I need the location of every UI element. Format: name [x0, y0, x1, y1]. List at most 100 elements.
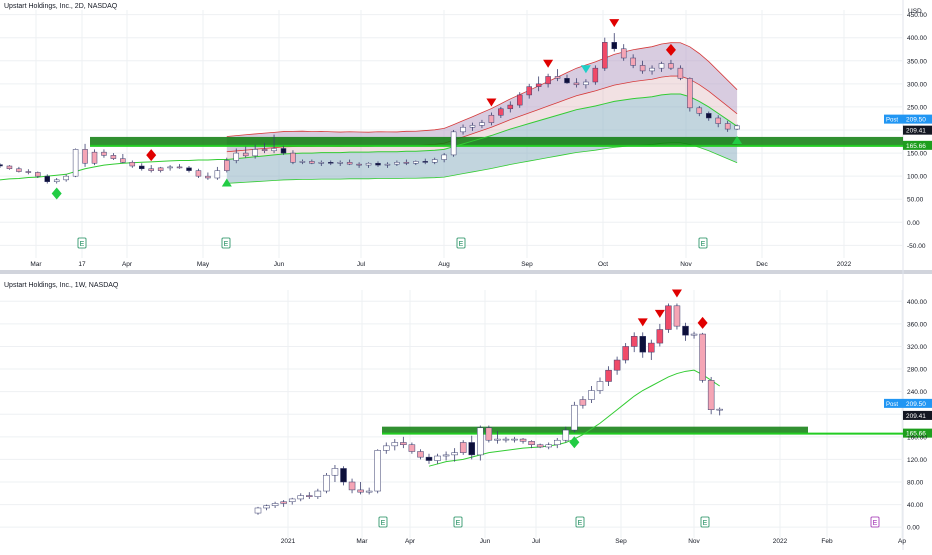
top-candle-body	[91, 151, 98, 164]
bottom-candle-body	[434, 455, 441, 461]
top-candle-body	[583, 81, 589, 86]
bottom-candle	[588, 386, 595, 403]
bottom-candle	[459, 440, 467, 455]
bottom-candle	[716, 407, 723, 416]
top-candle-body	[129, 162, 136, 167]
top-candle	[554, 69, 561, 82]
bottom-candle	[254, 506, 262, 515]
bottom-candle-body	[442, 454, 450, 457]
top-candle-body	[157, 167, 164, 171]
top-candle	[309, 159, 315, 165]
bottom-signal-marker	[569, 436, 580, 449]
top-candle	[734, 124, 740, 130]
bottom-candle-body	[699, 333, 706, 381]
bottom-x-tick-label: Sep	[615, 538, 627, 545]
bottom-candle	[468, 435, 475, 460]
top-y-tick-label: 450.00	[907, 12, 927, 19]
top-signal-marker	[221, 178, 232, 187]
top-candle-body	[63, 175, 69, 181]
bottom-candle-body	[494, 438, 501, 441]
top-candle-body	[290, 152, 296, 163]
top-x-tick-label: Oct	[598, 261, 608, 268]
bottom-candle-body	[519, 438, 527, 442]
top-candle-body	[356, 163, 362, 166]
top-earnings-label: E	[224, 241, 229, 248]
bottom-candle-body	[630, 336, 638, 347]
top-candle	[271, 134, 277, 154]
bottom-candle	[417, 449, 424, 460]
top-candle-body	[101, 151, 107, 156]
bottom-candle-body	[271, 503, 279, 506]
top-candle	[573, 78, 580, 88]
bottom-candle-body	[648, 342, 655, 353]
top-candle-body	[252, 149, 258, 157]
top-candle	[328, 160, 334, 166]
top-candle-body	[413, 161, 419, 164]
bottom-candle	[536, 443, 544, 449]
top-candle	[101, 149, 107, 158]
bottom-candle-body	[288, 498, 296, 503]
bottom-candle-body	[579, 399, 587, 406]
bottom-candle-body	[716, 408, 723, 411]
top-candle	[479, 119, 485, 129]
top-candle	[44, 174, 50, 184]
top-candle	[280, 145, 287, 155]
bottom-x-tick-label: Ap	[898, 538, 906, 545]
top-y-tick-label: 50.00	[907, 197, 924, 204]
bottom-y-tick-label: 0.00	[907, 525, 920, 532]
top-candle-body	[677, 67, 684, 79]
top-candle	[365, 162, 372, 168]
bottom-candle	[331, 465, 339, 482]
top-y-tick-label: 100.00	[907, 174, 927, 181]
bottom-candle-body	[536, 444, 544, 448]
top-candle-body	[696, 107, 703, 114]
bottom-level-price: 165.66	[906, 431, 926, 438]
top-candle	[639, 60, 646, 74]
bottom-candle	[571, 401, 578, 433]
bottom-candle	[630, 332, 638, 353]
top-candle	[91, 149, 98, 166]
top-candle-body	[715, 117, 721, 124]
top-candle-body	[35, 172, 41, 177]
top-candle	[25, 169, 32, 175]
top-candle-body	[167, 166, 173, 169]
top-y-tick-label: 0.00	[907, 220, 920, 227]
bottom-candle	[673, 303, 681, 330]
bottom-candle	[383, 442, 390, 454]
top-candle	[186, 166, 192, 173]
top-candle	[620, 44, 627, 61]
top-candle-body	[53, 179, 60, 182]
bottom-candle	[357, 482, 364, 495]
bottom-x-tick-label: Nov	[688, 538, 700, 545]
bottom-candle-body	[306, 495, 313, 497]
top-y-tick-label: 300.00	[907, 81, 927, 88]
bottom-candle	[288, 497, 296, 505]
top-candle	[687, 77, 693, 112]
bottom-signal-marker	[637, 318, 648, 327]
bottom-candle	[502, 436, 510, 443]
bottom-candle-body	[665, 305, 672, 330]
top-candle	[6, 165, 13, 170]
top-candle	[724, 120, 731, 132]
top-candle	[167, 165, 173, 171]
top-candle-body	[214, 170, 221, 179]
bottom-candle	[263, 504, 270, 511]
top-candle-body	[337, 162, 343, 164]
bottom-y-tick-label: 120.00	[907, 457, 927, 464]
top-level-price-box	[903, 140, 932, 150]
bottom-candle-body	[408, 444, 416, 452]
top-candle	[176, 164, 183, 169]
top-candle-body	[176, 166, 183, 169]
bottom-candle-body	[425, 456, 433, 461]
bottom-level-price-box	[903, 428, 932, 438]
top-post-tag-text: Post	[886, 118, 898, 124]
top-candle-body	[517, 94, 523, 106]
bottom-signal-marker	[697, 316, 708, 329]
top-candle	[413, 160, 419, 166]
bottom-candle-body	[477, 427, 484, 456]
bottom-candle	[408, 442, 416, 454]
bottom-candle	[374, 449, 381, 494]
top-x-tick-label: Mar	[30, 261, 42, 268]
bottom-candle-body	[673, 305, 681, 327]
